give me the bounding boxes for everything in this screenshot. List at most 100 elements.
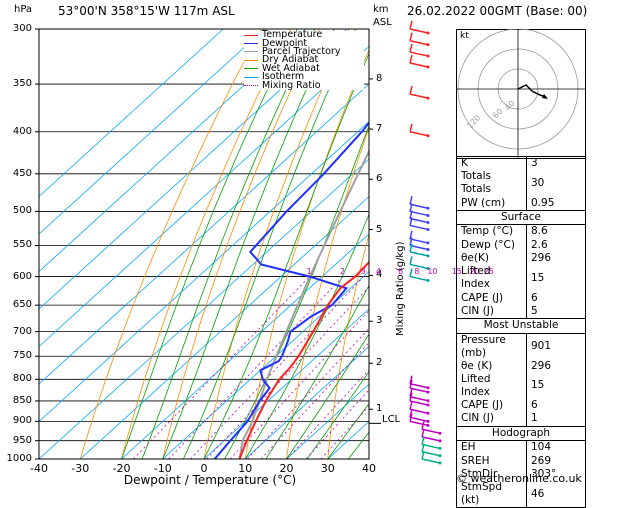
wind-barb-feather — [410, 256, 412, 264]
wind-barb-feather — [410, 55, 412, 63]
wind-barb — [422, 429, 440, 433]
index-value: 46 — [527, 481, 586, 508]
wind-barb — [422, 444, 440, 448]
wind-barb — [410, 94, 428, 98]
index-label: CAPE (J) — [457, 291, 527, 304]
height-tick-label: 7 — [376, 123, 382, 134]
wind-barb-dot — [427, 97, 430, 100]
index-label: Totals Totals — [457, 170, 527, 196]
index-label: CIN (J) — [457, 305, 527, 319]
index-label: Pressure (mb) — [457, 333, 527, 360]
mixing-ratio-value-label: 10 — [427, 267, 437, 276]
wind-barb — [422, 459, 440, 463]
wind-barb — [410, 245, 428, 249]
index-value: 2.6 — [527, 239, 586, 252]
wind-barb — [410, 384, 428, 388]
wind-barb-dot — [427, 420, 430, 423]
legend-item: Mixing Ratio — [244, 81, 364, 89]
wind-barb — [410, 211, 428, 215]
mixing-ratio-value-label: 2 — [340, 267, 345, 276]
wind-barb — [410, 63, 428, 67]
index-label: Dewp (°C) — [457, 239, 527, 252]
pressure-tick-label: 600 — [2, 271, 32, 282]
wind-barb-dot — [427, 248, 430, 251]
index-label: Temp (°C) — [457, 225, 527, 239]
index-section-title: Most Unstable — [457, 319, 586, 333]
dry-adiabat — [328, 29, 437, 459]
pressure-tick-label: 550 — [2, 239, 32, 250]
mixing-ratio-value-label: 3 — [361, 267, 366, 276]
index-row: θe(K)296 — [457, 252, 586, 265]
index-value: 0.95 — [527, 196, 586, 210]
pressure-tick-label: 900 — [2, 415, 32, 426]
legend-swatch — [244, 43, 258, 44]
index-value: 269 — [527, 454, 586, 467]
pressure-tick-label: 500 — [2, 205, 32, 216]
wet-adiabat — [266, 29, 481, 459]
mixing-ratio-value-label: 8 — [414, 267, 419, 276]
wind-barb-dot — [439, 432, 442, 435]
wind-barb-dot — [439, 447, 442, 450]
wind-barb-dot — [427, 134, 430, 137]
wind-barb-dot — [439, 454, 442, 457]
dry-adiabat — [607, 29, 629, 459]
index-value: 296 — [527, 252, 586, 265]
wind-barb-feather — [410, 269, 412, 277]
index-row: CIN (J)1 — [457, 412, 586, 426]
wind-barb — [410, 417, 428, 421]
wind-barb — [410, 239, 428, 243]
isotherm — [0, 29, 223, 459]
wind-barb — [410, 401, 428, 405]
pressure-tick-label: 450 — [2, 168, 32, 179]
wind-barb-dot — [427, 207, 430, 210]
plot-frame — [39, 29, 369, 459]
index-row: θe (K)296 — [457, 360, 586, 373]
wind-barb — [410, 52, 428, 56]
pressure-tick-label: 850 — [2, 395, 32, 406]
index-row: CAPE (J)6 — [457, 291, 586, 304]
wind-barb-feather — [410, 33, 412, 41]
index-section-header: Hodograph — [457, 426, 586, 440]
isotherm — [0, 29, 265, 459]
index-value: 15 — [527, 373, 586, 399]
index-row: Dewp (°C)2.6 — [457, 239, 586, 252]
index-label: CIN (J) — [457, 412, 527, 426]
wind-barb — [422, 437, 440, 441]
height-tick-label: 5 — [376, 224, 382, 235]
legend-swatch — [244, 35, 258, 36]
lcl-label: LCL — [382, 414, 400, 425]
index-label: K — [457, 157, 527, 171]
wind-barb — [410, 397, 428, 401]
wind-barb-dot — [427, 214, 430, 217]
legend-label: Mixing Ratio — [262, 82, 321, 90]
wind-barb-dot — [427, 391, 430, 394]
legend-swatch — [244, 51, 258, 52]
index-section-header: Surface — [457, 210, 586, 224]
isotherm — [0, 29, 430, 459]
pressure-tick-label: 800 — [2, 373, 32, 384]
wind-barb — [410, 409, 428, 413]
wind-barb — [410, 421, 428, 425]
temperature-tick-label: 40 — [354, 462, 384, 475]
index-row: PW (cm)0.95 — [457, 196, 586, 210]
index-label: Lifted Index — [457, 373, 527, 399]
legend-swatch — [244, 77, 258, 78]
wind-barb — [410, 204, 428, 208]
index-label: θe(K) — [457, 252, 527, 265]
height-tick-label: 6 — [376, 173, 382, 184]
wind-barb-feather — [410, 86, 412, 94]
wind-barb-dot — [439, 462, 442, 465]
height-tick-label: 2 — [376, 357, 382, 368]
wind-barb — [410, 252, 428, 256]
mixing-ratio-value-label: 4 — [376, 267, 381, 276]
index-value: 3 — [527, 157, 586, 171]
hodograph-kt-label: kt — [460, 31, 469, 41]
wind-barb-feather — [422, 429, 424, 437]
index-label: θe (K) — [457, 360, 527, 373]
index-value: 296 — [527, 360, 586, 373]
wind-barb-dot — [427, 254, 430, 257]
